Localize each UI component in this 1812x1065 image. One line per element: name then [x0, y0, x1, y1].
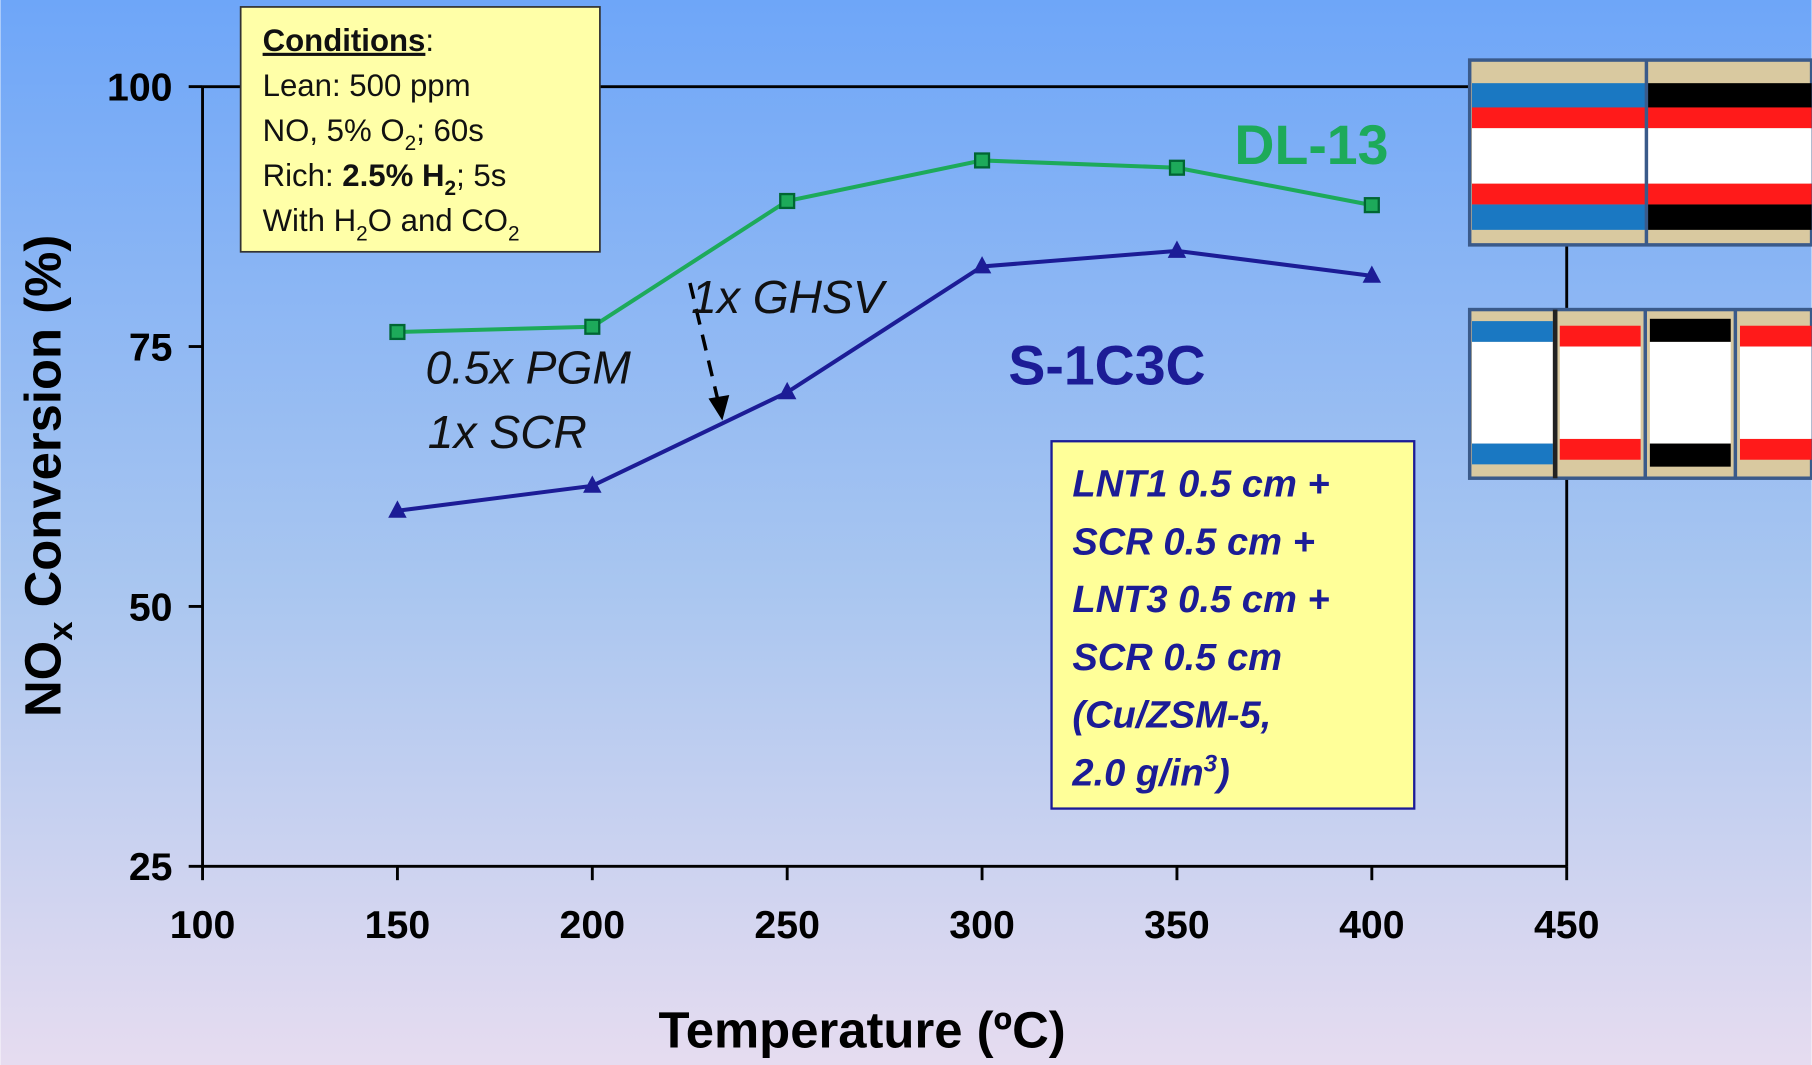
- x-axis-label: Temperature (ºC): [658, 1002, 1065, 1059]
- text-segment: 3: [1204, 751, 1218, 778]
- annotation: 0.5x PGM: [425, 341, 631, 393]
- marker: [1168, 159, 1186, 176]
- series-label: DL-13: [1234, 114, 1388, 176]
- marker: [389, 323, 406, 341]
- conditions-line: NO, 5% O2; 60s: [263, 113, 484, 155]
- composition-line: 2.0 g/in3): [1071, 751, 1230, 795]
- conditions-box: [239, 6, 601, 253]
- conditions-line: Rich: 2.5% H2; 5s: [263, 158, 507, 200]
- text-segment: 2: [405, 132, 417, 155]
- text-segment: Rich:: [263, 158, 343, 193]
- text-segment: ; 5s: [456, 158, 506, 193]
- series-line: [397, 248, 1373, 513]
- marker: [1363, 197, 1380, 214]
- text-segment: NO, 5% O: [263, 113, 405, 148]
- y-label-sub: x: [42, 621, 80, 641]
- y-tick-label: 25: [129, 845, 173, 889]
- annotation: 1x GHSV: [691, 271, 888, 323]
- annotation-arrow: [688, 282, 721, 405]
- y-tick-label: 75: [129, 325, 173, 369]
- marker: [779, 192, 796, 210]
- text-segment: 2.0 g/in: [1071, 752, 1203, 794]
- composition-line: (Cu/ZSM-5,: [1072, 695, 1271, 737]
- conditions-line: With H2O and CO2: [263, 203, 520, 245]
- composition-line: LNT3 0.5 cm +: [1072, 579, 1329, 621]
- x-tick-label: 450: [1534, 903, 1600, 947]
- y-label-part: Conversion (%): [14, 235, 71, 622]
- y-tick-label: 100: [107, 65, 173, 109]
- text-segment: SCR 0.5 cm +: [1072, 521, 1315, 563]
- annotation: 1x SCR: [428, 406, 587, 458]
- composition-line: SCR 0.5 cm: [1072, 637, 1282, 679]
- composition-line: SCR 0.5 cm +: [1072, 521, 1315, 563]
- marker: [777, 381, 797, 400]
- text-segment: :: [425, 23, 434, 58]
- series-label: S-1C3C: [1008, 335, 1205, 397]
- text-segment: 2: [445, 177, 457, 200]
- text-segment: With H: [263, 203, 357, 238]
- x-tick-label: 300: [949, 903, 1015, 947]
- x-tick-label: 250: [754, 903, 820, 947]
- marker: [1362, 265, 1382, 283]
- text-segment: ; 60s: [416, 113, 484, 148]
- catalyst-image-top: [1467, 58, 1812, 247]
- x-tick-label: 350: [1144, 903, 1210, 947]
- catalyst-image-bottom: [1467, 307, 1812, 480]
- text-segment: 2.5% H: [342, 158, 444, 193]
- marker: [583, 475, 602, 493]
- x-tick-label: 200: [560, 903, 626, 947]
- text-segment: O and CO: [368, 203, 508, 238]
- x-tick-label: 100: [170, 903, 236, 947]
- marker: [584, 318, 601, 335]
- text-segment: LNT1 0.5 cm +: [1072, 464, 1329, 506]
- marker: [1167, 240, 1187, 258]
- y-axis-label: NOx Conversion (%): [14, 235, 80, 717]
- marker: [972, 256, 992, 274]
- text-segment: LNT3 0.5 cm +: [1072, 579, 1329, 621]
- composition-box: [1050, 440, 1416, 810]
- text-segment: 2: [356, 222, 368, 245]
- x-tick-label: 400: [1339, 903, 1405, 947]
- text-segment: Lean: 500 ppm: [263, 68, 471, 103]
- series-line: [397, 158, 1373, 334]
- marker: [973, 152, 991, 169]
- conditions-line: Conditions:: [263, 23, 434, 58]
- y-tick-label: 50: [129, 585, 173, 629]
- conditions-line: Lean: 500 ppm: [263, 68, 471, 103]
- text-segment: ): [1213, 752, 1230, 794]
- marker: [388, 500, 407, 518]
- x-tick-label: 150: [365, 903, 431, 947]
- text-segment: (Cu/ZSM-5,: [1072, 695, 1271, 737]
- arrow-head: [708, 395, 730, 421]
- y-label-part: NO: [14, 641, 71, 717]
- text-segment: 2: [508, 222, 520, 245]
- text-segment: Conditions: [263, 23, 426, 58]
- composition-line: LNT1 0.5 cm +: [1072, 464, 1329, 506]
- text-segment: SCR 0.5 cm: [1072, 637, 1282, 679]
